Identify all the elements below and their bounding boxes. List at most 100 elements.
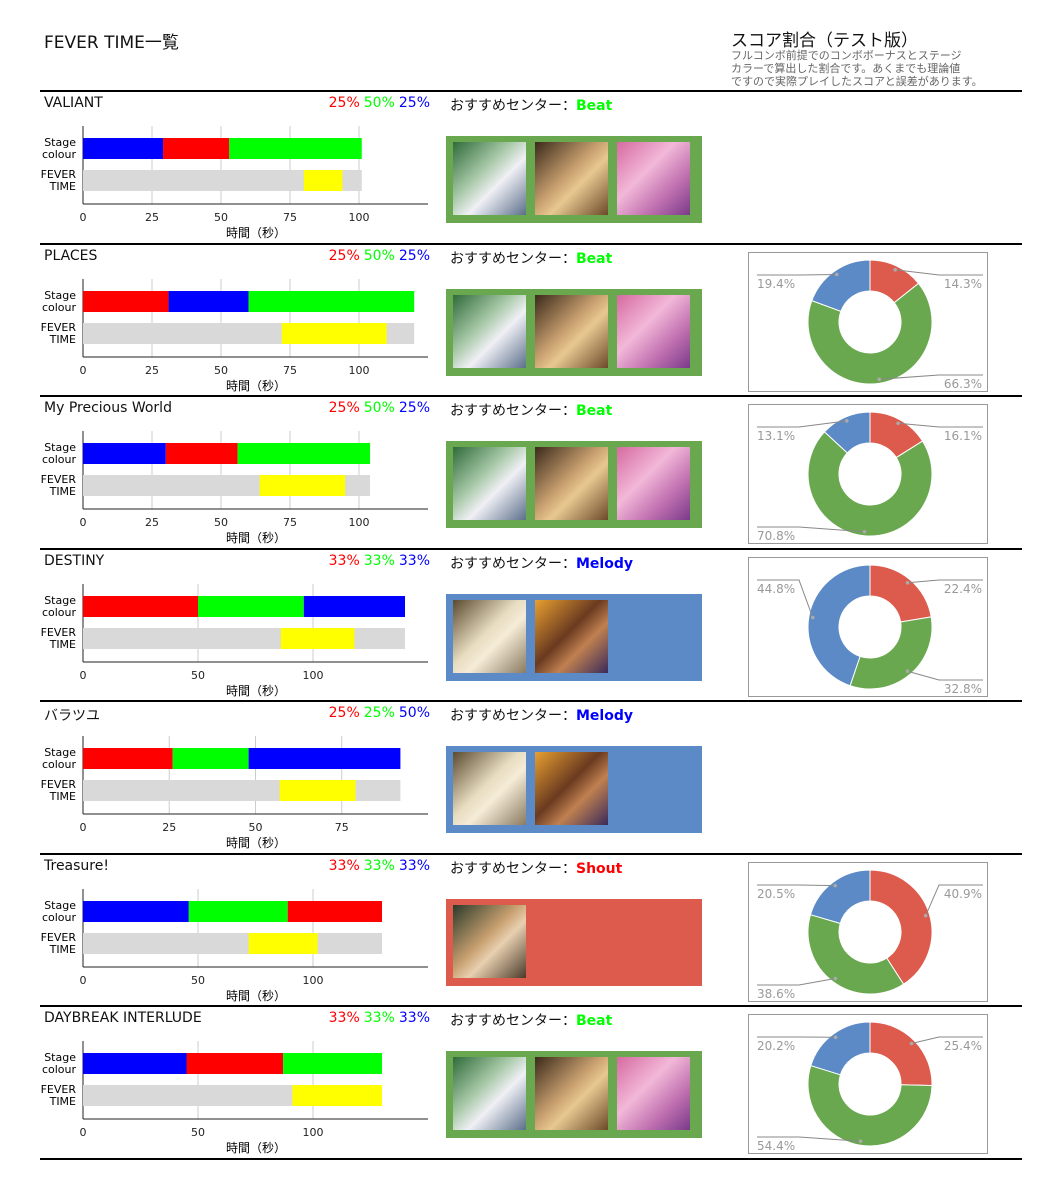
tick-label: 75	[283, 211, 297, 224]
character-card-pale-blonde	[453, 752, 526, 825]
tick-label: 0	[80, 364, 87, 377]
y-label-stage: Stage	[44, 594, 76, 607]
percent-green: 33%	[363, 1010, 395, 1026]
row-divider	[40, 243, 1022, 245]
leader-dot	[834, 272, 839, 277]
stage-segment-red	[83, 748, 173, 769]
leader-line	[757, 273, 837, 276]
x-axis-label: 時間（秒）	[226, 684, 286, 698]
y-label-stage: colour	[42, 148, 77, 161]
y-label-fever: TIME	[49, 333, 76, 346]
y-label-fever: FEVER	[41, 321, 77, 334]
tick-label: 0	[80, 516, 87, 529]
y-label-fever: FEVER	[41, 778, 77, 791]
percent-blue: 25%	[398, 400, 430, 416]
score-ratio-donut: 22.4% 32.8% 44.8%	[748, 557, 988, 697]
donut-label-red: 25.4%	[944, 1039, 982, 1053]
percent-blue: 25%	[398, 95, 430, 111]
song-title: DAYBREAK INTERLUDE	[44, 1010, 202, 1026]
score-note-line: カラーで算出した割合です。あくまでも理論値	[731, 62, 961, 75]
y-label-stage: colour	[42, 1063, 77, 1076]
tick-label: 0	[80, 821, 87, 834]
donut-slice-green	[807, 914, 905, 995]
donut-slice-blue	[809, 869, 871, 924]
song-row: My Precious World 25% 50% 25% おすすめセンター：Beat 0…	[0, 397, 1042, 549]
recommended-label: おすすめセンター：	[450, 251, 576, 267]
character-card-light-brown	[453, 905, 526, 978]
recommended-label: おすすめセンター：	[450, 98, 576, 114]
song-row: DESTINY 33% 33% 33% おすすめセンター：Melody 0 50 100 Sta…	[0, 550, 1042, 702]
stage-segment-green	[248, 291, 415, 312]
x-axis-label: 時間（秒）	[226, 226, 286, 240]
fever-time-segment	[279, 780, 356, 801]
leader-line	[757, 526, 865, 533]
color-percentages: 33% 33% 33%	[300, 553, 430, 569]
x-axis-label: 時間（秒）	[226, 531, 286, 545]
leader-line	[898, 422, 983, 428]
percent-green: 50%	[363, 95, 395, 111]
percent-blue: 33%	[398, 553, 430, 569]
donut-slice-blue	[811, 259, 871, 312]
x-axis-label: 時間（秒）	[226, 989, 286, 1003]
song-title: My Precious World	[44, 400, 172, 416]
color-percentages: 25% 50% 25%	[300, 95, 430, 111]
donut-label-blue: 20.2%	[757, 1039, 795, 1053]
y-label-fever: TIME	[49, 790, 76, 803]
y-label-stage: Stage	[44, 1051, 76, 1064]
leader-line	[879, 374, 983, 380]
score-note-line: ですので実際プレイしたスコアと誤差があります。	[731, 75, 983, 88]
tick-label: 75	[335, 821, 349, 834]
score-ratio-donut: 14.3% 66.3% 19.4%	[748, 252, 988, 392]
y-label-stage: colour	[42, 606, 77, 619]
song-row: VALIANT 25% 50% 25% おすすめセンター：Beat 0 25 50 75 100 S…	[0, 92, 1042, 244]
percent-red: 25%	[328, 248, 360, 264]
percent-green: 50%	[363, 400, 395, 416]
stage-segment-green	[229, 138, 362, 159]
leader-dot	[923, 913, 928, 918]
donut-slice-green	[807, 282, 933, 385]
row-divider	[40, 1158, 1022, 1160]
donut-slice-blue	[810, 1021, 871, 1076]
center-type: Beat	[576, 1013, 613, 1029]
recommended-label: おすすめセンター：	[450, 708, 576, 724]
song-duration-bar	[83, 933, 382, 954]
song-row: Treasure! 33% 33% 33% おすすめセンター：Shout 0 50 100 St…	[0, 855, 1042, 1007]
fever-time-segment	[280, 628, 355, 649]
percent-green: 33%	[363, 858, 395, 874]
donut-slice-green	[849, 616, 933, 690]
y-label-fever: FEVER	[41, 1083, 77, 1096]
leader-dot	[896, 421, 900, 426]
recommended-cards	[446, 289, 702, 376]
leader-line	[757, 884, 836, 887]
y-label-stage: Stage	[44, 746, 76, 759]
donut-slice-red	[869, 869, 933, 985]
fever-time-segment	[281, 323, 387, 344]
character-card-pale-blonde	[453, 600, 526, 673]
leader-dot	[909, 1041, 914, 1046]
donut-slice-green	[807, 431, 933, 537]
recommended-cards	[446, 1051, 702, 1138]
score-ratio-donut: 25.4% 54.4% 20.2%	[748, 1014, 988, 1154]
character-card-blonde-glasses	[535, 142, 608, 215]
color-percentages: 25% 50% 25%	[300, 248, 430, 264]
percent-blue: 33%	[398, 858, 430, 874]
recommended-center: おすすめセンター：Shout	[450, 858, 622, 878]
tick-label: 100	[349, 364, 370, 377]
stage-segment-red	[163, 138, 230, 159]
color-percentages: 25% 50% 25%	[300, 400, 430, 416]
score-note-line: フルコンボ前提でのコンボボーナスとステージ	[731, 49, 962, 62]
donut-svg: 22.4% 32.8% 44.8%	[757, 564, 983, 696]
recommended-center: おすすめセンター：Melody	[450, 705, 633, 725]
tick-label: 100	[349, 211, 370, 224]
y-label-fever: TIME	[49, 485, 76, 498]
song-row: PLACES 25% 50% 25% おすすめセンター：Beat 0 25 50 75 100 St…	[0, 245, 1042, 397]
y-label-fever: TIME	[49, 638, 76, 651]
tick-label: 0	[80, 211, 87, 224]
color-percentages: 33% 33% 33%	[300, 1010, 430, 1026]
character-card-silver-hair	[453, 447, 526, 520]
donut-label-green: 66.3%	[944, 377, 982, 391]
